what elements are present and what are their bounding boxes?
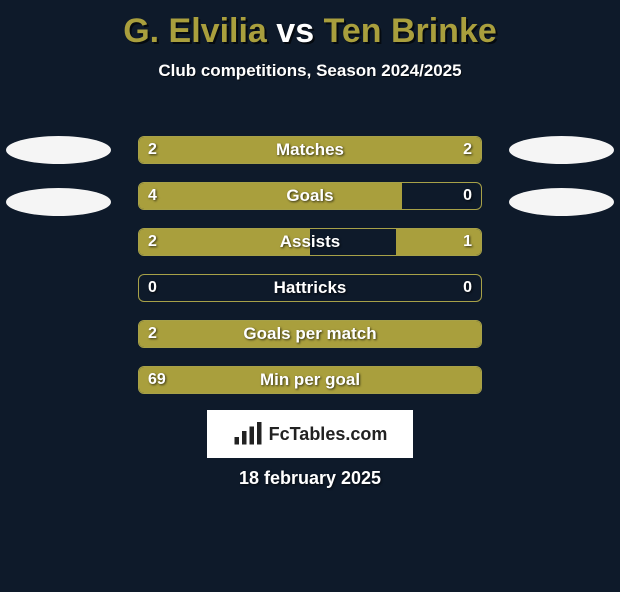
stat-row-hattricks: Hattricks00 [138,274,482,302]
stat-value-left: 69 [148,366,166,394]
title-player-right: Ten Brinke [324,12,497,50]
footer-date: 18 february 2025 [0,468,620,489]
stat-value-left: 2 [148,320,157,348]
brand-badge: FcTables.com [207,410,413,458]
stat-value-left: 0 [148,274,157,302]
stat-value-left: 2 [148,136,157,164]
stat-fill-left [139,137,310,163]
stat-fill-right [310,137,481,163]
stat-row-goals: Goals40 [138,182,482,210]
avatar-right-0 [509,136,614,164]
stat-value-left: 4 [148,182,157,210]
brand-bars-icon [233,422,263,446]
brand-text: FcTables.com [269,424,388,445]
stat-value-right: 0 [463,182,472,210]
stat-value-right: 0 [463,274,472,302]
stat-track [138,366,482,394]
stat-track [138,182,482,210]
stat-track [138,136,482,164]
stat-row-matches: Matches22 [138,136,482,164]
stat-value-right: 1 [463,228,472,256]
avatar-left-1 [6,188,111,216]
avatar-right-1 [509,188,614,216]
title-vs: vs [276,12,314,50]
stat-track [138,274,482,302]
stat-row-min-per-goal: Min per goal69 [138,366,482,394]
title-player-left: G. Elvilia [123,12,267,50]
page-title: G. Elvilia vs Ten Brinke [0,12,620,51]
stat-fill-left [139,229,310,255]
stat-row-assists: Assists21 [138,228,482,256]
stat-fill-left [139,183,402,209]
subtitle: Club competitions, Season 2024/2025 [0,61,620,81]
stat-fill-left [139,367,481,393]
avatar-left-0 [6,136,111,164]
stat-value-right: 2 [463,136,472,164]
stat-track [138,320,482,348]
stat-fill-left [139,321,481,347]
stat-value-left: 2 [148,228,157,256]
stat-row-goals-per-match: Goals per match2 [138,320,482,348]
stat-track [138,228,482,256]
